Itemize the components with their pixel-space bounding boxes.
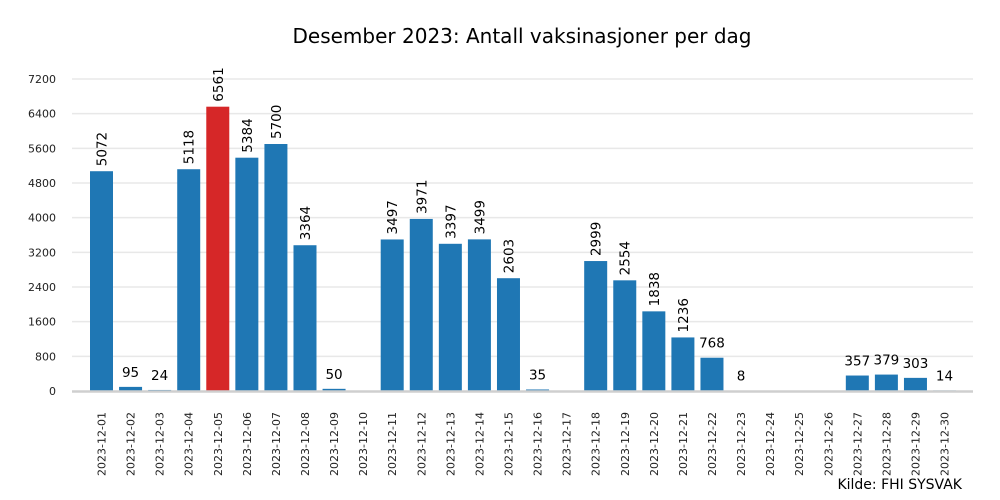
bar-2023-12-21	[671, 337, 695, 391]
value-label: 768	[699, 336, 725, 352]
y-tick-label: 5600	[28, 142, 56, 155]
bar-2023-12-01	[90, 171, 113, 391]
value-label: 3499	[472, 200, 488, 234]
value-label: 5118	[182, 130, 198, 164]
bar-2023-12-20	[642, 311, 666, 391]
value-label: 1838	[647, 272, 663, 306]
bar-2023-12-04	[177, 169, 201, 391]
source-annotation: Kilde: FHI SYSVAK	[837, 477, 962, 493]
bar-2023-12-02	[119, 386, 143, 391]
value-label: 24	[151, 368, 168, 384]
y-tick-label: 4800	[28, 177, 56, 190]
x-tick-label: 2023-12-06	[241, 412, 254, 476]
x-tick-label: 2023-12-27	[851, 412, 864, 476]
bar-2023-12-27	[845, 375, 869, 391]
value-label: 3364	[298, 206, 314, 240]
x-tick-label: 2023-12-21	[677, 412, 690, 476]
bar-2023-12-14	[467, 239, 491, 391]
x-tick-label: 2023-12-04	[183, 412, 196, 476]
x-tick-label: 2023-12-08	[299, 412, 312, 476]
bar-2023-12-18	[584, 261, 608, 391]
bar-2023-12-06	[235, 157, 259, 391]
value-label: 1236	[676, 298, 692, 332]
bar-2023-12-15	[496, 278, 520, 391]
x-tick-label: 2023-12-23	[735, 412, 748, 476]
x-tick-label: 2023-12-28	[880, 412, 893, 476]
y-tick-label: 1600	[28, 316, 56, 329]
value-label: 379	[873, 353, 899, 369]
x-tick-label: 2023-12-11	[386, 412, 399, 476]
bar-2023-12-11	[380, 239, 404, 391]
y-tick-label: 7200	[28, 73, 56, 86]
y-tick-label: 6400	[28, 108, 56, 121]
value-label: 95	[122, 365, 139, 381]
x-tick-label: 2023-12-05	[212, 412, 225, 476]
x-tick-label: 2023-12-10	[357, 412, 370, 476]
value-label: 14	[936, 368, 953, 384]
chart-title: Desember 2023: Antall vaksinasjoner per …	[293, 24, 752, 48]
x-tick-label: 2023-12-12	[415, 412, 428, 476]
x-tick-label: 2023-12-25	[793, 412, 806, 476]
bar-2023-12-12	[409, 218, 433, 391]
y-tick-label: 0	[49, 385, 56, 398]
x-tick-label: 2023-12-02	[125, 412, 138, 476]
value-label: 5700	[269, 105, 285, 139]
bar-2023-12-19	[613, 280, 637, 391]
x-tick-label: 2023-12-01	[96, 412, 109, 476]
x-tick-label: 2023-12-16	[532, 412, 545, 476]
bar-2023-12-05	[206, 106, 230, 391]
x-tick-label: 2023-12-03	[154, 412, 167, 476]
bar-2023-12-13	[438, 243, 462, 391]
value-label: 2999	[589, 222, 605, 256]
x-tick-label: 2023-12-13	[444, 412, 457, 476]
bar-2023-12-09	[322, 388, 346, 391]
bar-2023-12-07	[264, 144, 288, 391]
x-tick-label: 2023-12-15	[502, 412, 515, 476]
value-label: 357	[844, 354, 870, 370]
x-tick-label: 2023-12-22	[706, 412, 719, 476]
value-label: 35	[529, 367, 546, 383]
bar-2023-12-28	[874, 374, 898, 391]
value-labels: 5072 95 24 5118 6561 5384 5700 3364 50 3497 3971 33…	[95, 67, 954, 384]
y-tick-label: 3200	[28, 246, 56, 259]
bar-2023-12-22	[700, 357, 724, 391]
x-axis-ticks: 2023-12-01 2023-12-02 2023-12-03 2023-12-04…	[96, 412, 952, 476]
x-tick-label: 2023-12-14	[473, 412, 486, 476]
x-tick-label: 2023-12-24	[764, 412, 777, 476]
bar-2023-12-08	[293, 245, 317, 391]
value-label: 50	[325, 367, 342, 383]
value-label: 2554	[618, 241, 634, 275]
y-axis-ticks: 0 800 1600 2400 3200 4000 4800 5600 6400 7200	[28, 73, 56, 398]
y-tick-label: 800	[35, 350, 56, 363]
bar-2023-12-29	[903, 377, 927, 391]
x-tick-label: 2023-12-26	[822, 412, 835, 476]
value-label: 3971	[414, 180, 430, 214]
y-tick-label: 4000	[28, 212, 56, 225]
x-tick-label: 2023-12-17	[561, 412, 574, 476]
x-tick-label: 2023-12-19	[619, 412, 632, 476]
x-tick-label: 2023-12-29	[909, 412, 922, 476]
x-tick-label: 2023-12-09	[328, 412, 341, 476]
bars	[90, 106, 957, 391]
value-label: 5384	[240, 118, 256, 152]
value-label: 8	[737, 369, 746, 385]
x-tick-label: 2023-12-07	[270, 412, 283, 476]
value-label: 3397	[443, 204, 459, 238]
x-tick-label: 2023-12-20	[648, 412, 661, 476]
value-label: 6561	[211, 67, 227, 101]
value-label: 2603	[501, 239, 517, 273]
bar-2023-12-16	[526, 389, 550, 391]
x-tick-label: 2023-12-30	[939, 412, 952, 476]
value-label: 303	[903, 356, 929, 372]
value-label: 3497	[385, 200, 401, 234]
y-tick-label: 2400	[28, 281, 56, 294]
value-label: 5072	[95, 132, 111, 166]
x-tick-label: 2023-12-18	[590, 412, 603, 476]
